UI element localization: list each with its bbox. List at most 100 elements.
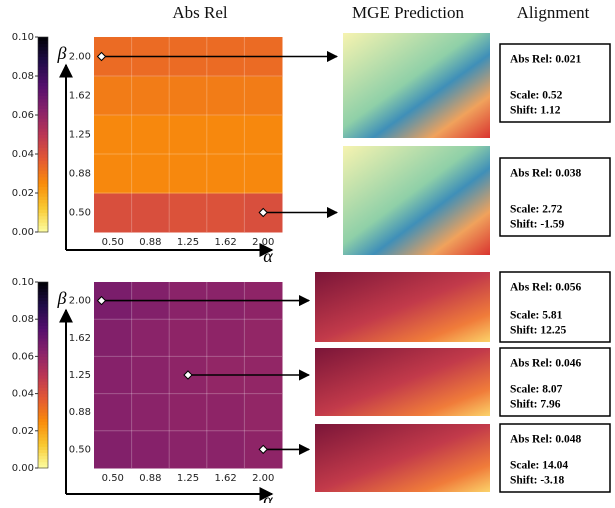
colorbar-segment: [38, 375, 48, 379]
colorbar-segment: [38, 282, 48, 286]
x-tick-label: 1.25: [177, 237, 199, 248]
colorbar-segment: [38, 456, 48, 460]
colorbar-segment: [38, 44, 48, 48]
heatmap-cell: [94, 115, 132, 155]
heatmap-cell: [132, 76, 170, 116]
colorbar-segment: [38, 288, 48, 292]
colorbar-segment: [38, 409, 48, 413]
colorbar-segment: [38, 161, 48, 165]
heatmap-cell: [94, 431, 132, 469]
colorbar-tick-label: 0.04: [12, 389, 34, 400]
prediction-image: [315, 272, 490, 342]
colorbar-segment: [38, 135, 48, 139]
colorbar-segment: [38, 431, 48, 435]
colorbar-tick-label: 0.02: [12, 426, 34, 437]
page: {"headers":{"heatmap":"Abs Rel","predict…: [0, 0, 615, 508]
y-tick-label: 2.00: [69, 296, 91, 307]
heatmap-cell: [244, 319, 282, 357]
colorbar-segment: [38, 193, 48, 197]
colorbar-segment: [38, 105, 48, 109]
y-tick-label: 1.25: [69, 370, 91, 381]
colorbar-segment: [38, 381, 48, 385]
colorbar-segment: [38, 209, 48, 213]
heatmap-cell: [132, 394, 170, 432]
colorbar-segment: [38, 443, 48, 447]
colorbar-segment: [38, 304, 48, 308]
colorbar-segment: [38, 310, 48, 314]
colorbar-segment: [38, 99, 48, 103]
colorbar-segment: [38, 213, 48, 217]
colorbar-segment: [38, 92, 48, 96]
alignment-text: Shift: -3.18: [510, 475, 565, 487]
colorbar-segment: [38, 190, 48, 194]
colorbar-segment: [38, 112, 48, 116]
heatmap-cell: [132, 154, 170, 194]
colorbar-segment: [38, 183, 48, 187]
colorbar-tick-label: 0.06: [12, 351, 34, 362]
y-axis-label: β: [57, 43, 67, 63]
colorbar-segment: [38, 415, 48, 419]
y-tick-label: 0.50: [69, 444, 91, 455]
colorbar-segment: [38, 394, 48, 398]
colorbar-segment: [38, 125, 48, 129]
colorbar-segment: [38, 164, 48, 168]
heatmap-cell: [94, 154, 132, 194]
colorbar-segment: [38, 70, 48, 74]
colorbar-segment: [38, 332, 48, 336]
figure: Abs Rel MGE Prediction Alignment 0.500.8…: [0, 0, 615, 503]
colorbar-segment: [38, 141, 48, 145]
colorbar-segment: [38, 50, 48, 54]
colorbar-segment: [38, 400, 48, 404]
colorbar-segment: [38, 86, 48, 90]
x-axis-label: α: [263, 490, 273, 503]
alignment-text: Scale: 8.07: [510, 384, 563, 396]
colorbar-segment: [38, 453, 48, 457]
colorbar-tick-label: 0.06: [12, 110, 34, 121]
alignment-text: Scale: 14.04: [510, 460, 568, 472]
colorbar-segment: [38, 338, 48, 342]
colorbar-segment: [38, 122, 48, 126]
alignment-text: Scale: 0.52: [510, 90, 563, 102]
colorbar-segment: [38, 356, 48, 360]
colorbar-segment: [38, 151, 48, 155]
colorbar-segment: [38, 154, 48, 158]
column-title: MGE Prediction: [352, 3, 464, 22]
colorbar-segment: [38, 196, 48, 200]
colorbar-segment: [38, 144, 48, 148]
alignment-text: Scale: 2.72: [510, 204, 563, 216]
alignment-text: Shift: 1.12: [510, 105, 561, 117]
colorbar-segment: [38, 187, 48, 191]
colorbar-segment: [38, 437, 48, 441]
alignment-text: Shift: 7.96: [510, 399, 561, 411]
y-tick-label: 1.25: [69, 130, 91, 141]
y-tick-label: 1.62: [69, 333, 91, 344]
heatmap-cell: [244, 154, 282, 194]
colorbar-segment: [38, 63, 48, 67]
colorbar-segment: [38, 335, 48, 339]
prediction-image: [343, 33, 490, 138]
colorbar-tick-label: 0.10: [12, 277, 34, 288]
alignment-text: Scale: 5.81: [510, 310, 563, 322]
colorbar-segment: [38, 319, 48, 323]
heatmap-cell: [169, 154, 207, 194]
colorbar-segment: [38, 128, 48, 132]
colorbar-tick-label: 0.08: [12, 314, 34, 325]
colorbar-segment: [38, 73, 48, 77]
heatmap-cell: [94, 193, 132, 233]
colorbar-segment: [38, 219, 48, 223]
colorbar-segment: [38, 322, 48, 326]
heatmap-cell: [94, 319, 132, 357]
heatmap-cell: [94, 76, 132, 116]
colorbar-segment: [38, 449, 48, 453]
colorbar-segment: [38, 157, 48, 161]
heatmap-cell: [132, 193, 170, 233]
colorbar-segment: [38, 206, 48, 210]
colorbar-segment: [38, 118, 48, 122]
alignment-text: Abs Rel: 0.038: [510, 168, 581, 180]
colorbar-segment: [38, 440, 48, 444]
heatmap-cell: [169, 431, 207, 469]
x-tick-label: 2.00: [252, 473, 274, 484]
colorbar-segment: [38, 412, 48, 416]
colorbar-segment: [38, 325, 48, 329]
heatmap-cell: [207, 319, 245, 357]
